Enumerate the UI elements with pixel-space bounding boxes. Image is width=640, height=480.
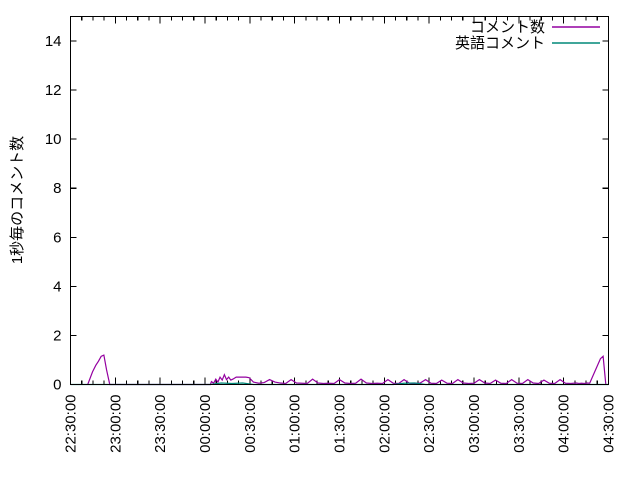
x-axis-ticks: 22:30:00 23:00:00 23:30:00 00:00:00 00:30:00… (63, 16, 618, 453)
x-tick-label: 01:30:00 (332, 395, 349, 453)
y-tick-label: 0 (53, 377, 61, 394)
y-tick-label: 14 (45, 33, 62, 50)
legend-label: コメント数 (470, 19, 545, 36)
x-tick-label: 01:00:00 (287, 395, 304, 453)
x-tick-label: 00:30:00 (242, 395, 259, 453)
x-tick-label: 23:30:00 (152, 395, 169, 453)
y-tick-label: 8 (53, 180, 61, 197)
x-tick-label: 00:00:00 (197, 395, 214, 453)
y-axis-ticks: 0 2 4 6 8 10 12 14 (45, 33, 609, 394)
x-tick-label: 03:00:00 (466, 395, 483, 453)
y-tick-label: 2 (53, 327, 61, 344)
x-tick-label: 04:00:00 (556, 395, 573, 453)
y-tick-label: 4 (53, 278, 61, 295)
x-tick-label: 03:30:00 (511, 395, 528, 453)
y-axis-label: 1秒毎のコメント数 (9, 136, 26, 264)
x-tick-label: 02:00:00 (376, 395, 393, 453)
x-tick-label: 23:00:00 (107, 395, 124, 453)
y-tick-label: 12 (45, 82, 62, 99)
plot-frame (69, 15, 610, 386)
series-line-comment-count (87, 354, 607, 386)
legend-label: 英語コメント (455, 34, 545, 52)
x-tick-label: 02:30:00 (421, 395, 438, 453)
y-tick-label: 6 (53, 229, 61, 246)
y-tick-label: 10 (45, 131, 62, 148)
x-tick-label: 04:30:00 (601, 395, 618, 453)
x-tick-label: 22:30:00 (63, 395, 80, 453)
